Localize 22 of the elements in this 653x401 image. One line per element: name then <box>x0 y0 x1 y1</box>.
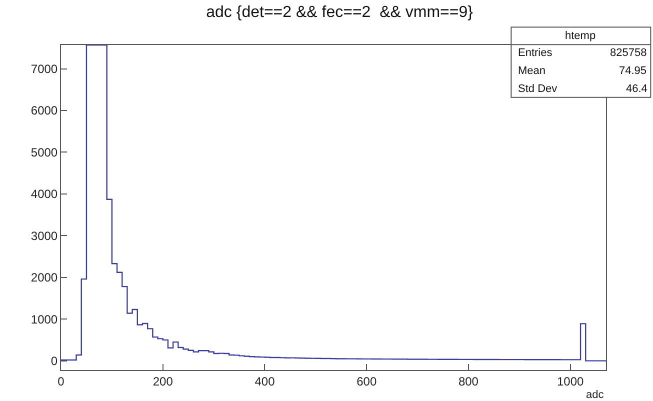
x-tick-label: 600 <box>356 374 377 388</box>
y-tick-label: 7000 <box>30 62 58 76</box>
x-axis-title: adc <box>586 389 604 401</box>
y-tick-label: 5000 <box>30 145 58 160</box>
text: 46.4 <box>626 83 648 95</box>
text: htemp <box>565 30 596 42</box>
y-tick-label: 3000 <box>30 228 58 243</box>
x-tick-label: 1000 <box>557 374 584 388</box>
x-tick-label: 800 <box>458 374 479 388</box>
annotation: Mean <box>518 65 546 77</box>
y-tick-label: 2000 <box>30 270 58 285</box>
text: 74.95 <box>619 65 647 77</box>
y-tick-label: 1000 <box>30 312 58 326</box>
x-tick-label: 200 <box>152 374 174 388</box>
text: 825758 <box>610 47 647 59</box>
chart-title: adc {det==2 && fec==2 && vmm==9} <box>206 4 474 22</box>
x-tick-label: 400 <box>254 374 276 388</box>
y-tick-label: 0 <box>50 354 58 368</box>
y-tick-label: 6000 <box>30 104 58 118</box>
annotation: Entries <box>518 47 553 59</box>
y-tick-label: 4000 <box>30 187 58 202</box>
annotation: Std Dev <box>518 83 558 95</box>
